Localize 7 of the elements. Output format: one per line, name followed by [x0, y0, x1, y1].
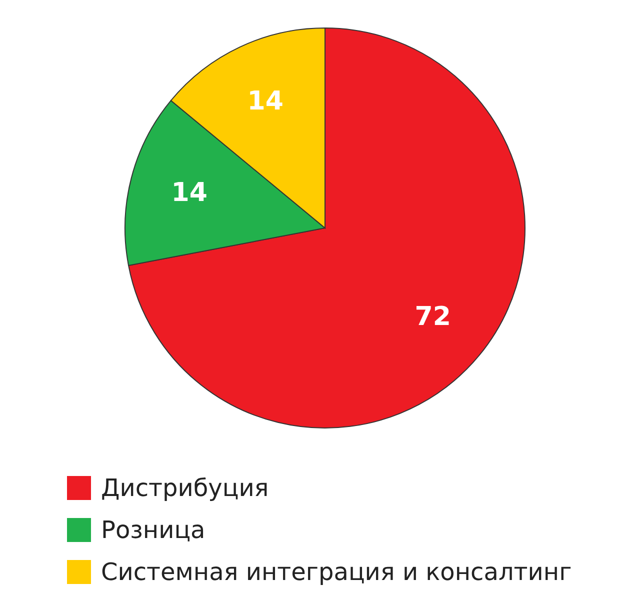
data-label: 14 — [247, 86, 284, 116]
legend-label: Дистрибуция — [101, 474, 269, 502]
legend-label: Розница — [101, 516, 206, 544]
pie-slice — [128, 28, 526, 428]
data-label: 14 — [171, 178, 208, 208]
legend-label: Системная интеграция и консалтинг — [101, 558, 572, 586]
data-label: 72 — [414, 302, 451, 332]
